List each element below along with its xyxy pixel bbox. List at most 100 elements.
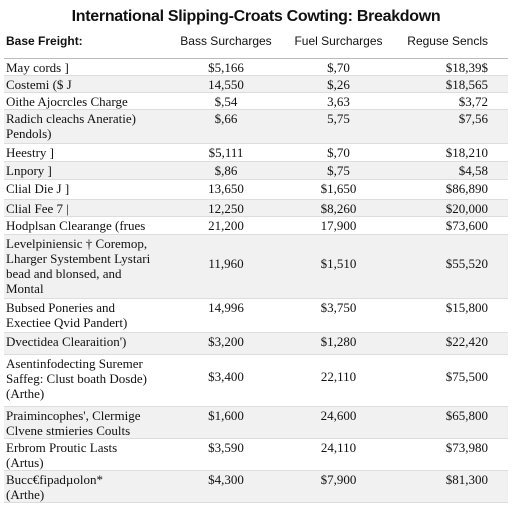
table-row: Bubsed Poneries and Exectiee Qvid Pandert… <box>4 299 508 333</box>
label-line: Bucc€fipadµolon* <box>6 472 104 487</box>
value-cell: $,70 <box>327 145 350 160</box>
value-cell: 12,250 <box>208 201 244 216</box>
row-label: Dvectidea Clearaition') <box>4 333 176 355</box>
value-cell: $18,39$ <box>445 60 488 75</box>
label-line: Pendols) <box>6 126 52 141</box>
value-cell: $7,56 <box>458 111 488 126</box>
value-cell: $22,420 <box>445 334 488 349</box>
value-cell: 14,996 <box>208 300 244 315</box>
row-label: Hodplsan Clearange (frues <box>4 217 176 235</box>
row-label: Oithe Ajocrcles Charge <box>4 93 176 110</box>
label-line: Levelpiniensic † Coremop, <box>6 236 148 251</box>
label-line: Bubsed Poneries and <box>6 300 116 315</box>
row-label: Costemi ($ J <box>4 76 176 93</box>
value-cell: $5,166 <box>208 60 244 75</box>
value-cell: $,66 <box>214 111 238 126</box>
value-cell: $65,800 <box>445 408 488 423</box>
value-cell: $81,300 <box>445 472 488 487</box>
value-cell: 14,550 <box>208 77 244 92</box>
row-label: Praimincophes', Clermige Clvene stmieries… <box>4 407 176 439</box>
row-label: Erbrom Proutic Lasts (Artus) <box>4 439 176 471</box>
label-line: May cords ] <box>6 60 69 75</box>
value-cell: 17,900 <box>320 218 357 233</box>
cost-table: Base Freight: Bass Surcharges Fuel Surchar… <box>4 34 508 503</box>
header-cell: Base Freight: <box>4 34 176 59</box>
value-cell: 11,960 <box>208 256 244 271</box>
value-cell: $7,900 <box>320 472 357 487</box>
label-line: Lnpory ] <box>6 163 52 178</box>
value-cell: $4,58 <box>458 163 488 178</box>
value-cell: $1,510 <box>320 256 357 271</box>
label-line: Montal <box>6 281 44 296</box>
label-line: (Arthe) <box>6 386 45 401</box>
table-row: May cords ] $5,166 $,70 $18,39$ <box>4 59 508 76</box>
value-cell: $4,300 <box>208 472 244 487</box>
row-label: Radich cleachs Aneratie) Pendols) <box>4 110 176 144</box>
value-cell: $73,980 <box>445 440 488 455</box>
value-cell: $5,111 <box>208 145 244 160</box>
value-cell: $,86 <box>214 163 238 178</box>
row-label: Clial Die J ] <box>4 180 176 200</box>
table-row: Bucc€fipadµolon* (Arthe) $4,300 $7,900 $81,3… <box>4 470 508 503</box>
row-label: Asentinfodecting Suremer Saffeg: Clust bo… <box>4 355 176 407</box>
value-cell: $18,210 <box>445 145 488 160</box>
label-line: Saffeg: Clust boath Dosde) <box>6 371 147 386</box>
value-cell: $3,590 <box>208 440 244 455</box>
value-cell: 13,650 <box>208 181 244 196</box>
row-label: Heestry ] <box>4 144 176 162</box>
value-cell: $86,890 <box>445 181 488 196</box>
value-cell: $,26 <box>327 77 350 92</box>
table-row: Clial Die J ] 13,650 $1,650 $86,890 <box>4 180 508 200</box>
value-cell: 5,75 <box>327 111 350 126</box>
label-line: Hodplsan Clearange (frues <box>6 218 146 233</box>
value-cell: $18,565 <box>445 77 488 92</box>
value-cell: $3,750 <box>320 300 357 315</box>
table-row: Oithe Ajocrcles Charge $,54 3,63 $3,72 <box>4 93 508 110</box>
value-cell: $8,260 <box>320 201 357 216</box>
value-cell: $,54 <box>214 94 238 109</box>
header-cell: Fuel Surcharges <box>276 34 401 59</box>
value-cell: $1,600 <box>208 408 244 423</box>
table-row: Lnpory ] $,86 $,75 $4,58 <box>4 161 508 180</box>
table-row: Praimincophes', Clermige Clvene stmieries… <box>4 406 508 439</box>
label-line: Clial Fee 7 | <box>6 201 69 216</box>
value-cell: $75,500 <box>445 369 488 384</box>
label-line: Oithe Ajocrcles Charge <box>6 94 128 109</box>
label-line: Clial Die J ] <box>6 181 70 196</box>
label-line: Dvectidea Clearaition') <box>6 334 127 349</box>
label-line: Praimincophes', Clermige <box>6 408 141 423</box>
row-label: Clial Fee 7 | <box>4 200 176 217</box>
table-row: Dvectidea Clearaition') $3,200 $1,280 $22,4… <box>4 332 508 355</box>
table-row: Erbrom Proutic Lasts (Artus) $3,590 24,110 $… <box>4 439 508 471</box>
label-line: Costemi ($ J <box>6 77 72 92</box>
value-cell: 22,110 <box>320 369 357 384</box>
value-cell: $1,650 <box>320 181 357 196</box>
value-cell: 24,600 <box>320 408 357 423</box>
row-label: Levelpiniensic † Coremop, Lharger Systemb… <box>4 235 176 299</box>
label-line: Lharger Systembent Lystari <box>6 251 151 266</box>
value-cell: $3,72 <box>458 94 488 109</box>
title: International Slipping-Croats Cowting: B… <box>71 8 441 25</box>
value-cell: 24,110 <box>320 440 357 455</box>
value-cell: $20,000 <box>445 201 488 216</box>
table-row: Levelpiniensic † Coremop, Lharger Systemb… <box>4 234 508 299</box>
table-row: Clial Fee 7 | 12,250 $8,260 $20,000 <box>4 199 508 217</box>
row-label: Lnpory ] <box>4 162 176 180</box>
value-cell: $,75 <box>327 163 350 178</box>
value-cell: $15,800 <box>445 300 488 315</box>
label-line: bead and blonsed, and <box>6 266 122 281</box>
header-cell: Bass Surcharges <box>176 34 276 59</box>
label-line: (Artus) <box>6 455 44 470</box>
value-cell: 3,63 <box>327 94 350 109</box>
label-line: (Arthe) <box>6 487 45 502</box>
table-row: Heestry ] $5,111 $,70 $18,210 <box>4 144 508 162</box>
header-cell: Reguse Sencls <box>401 34 508 59</box>
row-label: Bubsed Poneries and Exectiee Qvid Pandert… <box>4 299 176 333</box>
value-cell: $1,280 <box>320 334 357 349</box>
table-row: Asentinfodecting Suremer Saffeg: Clust bo… <box>4 355 508 407</box>
value-cell: $,70 <box>327 60 350 75</box>
label-line: Erbrom Proutic Lasts <box>6 440 118 455</box>
table-row: Hodplsan Clearange (frues 21,200 17,900 $73… <box>4 217 508 235</box>
label-line: Heestry ] <box>6 145 55 160</box>
